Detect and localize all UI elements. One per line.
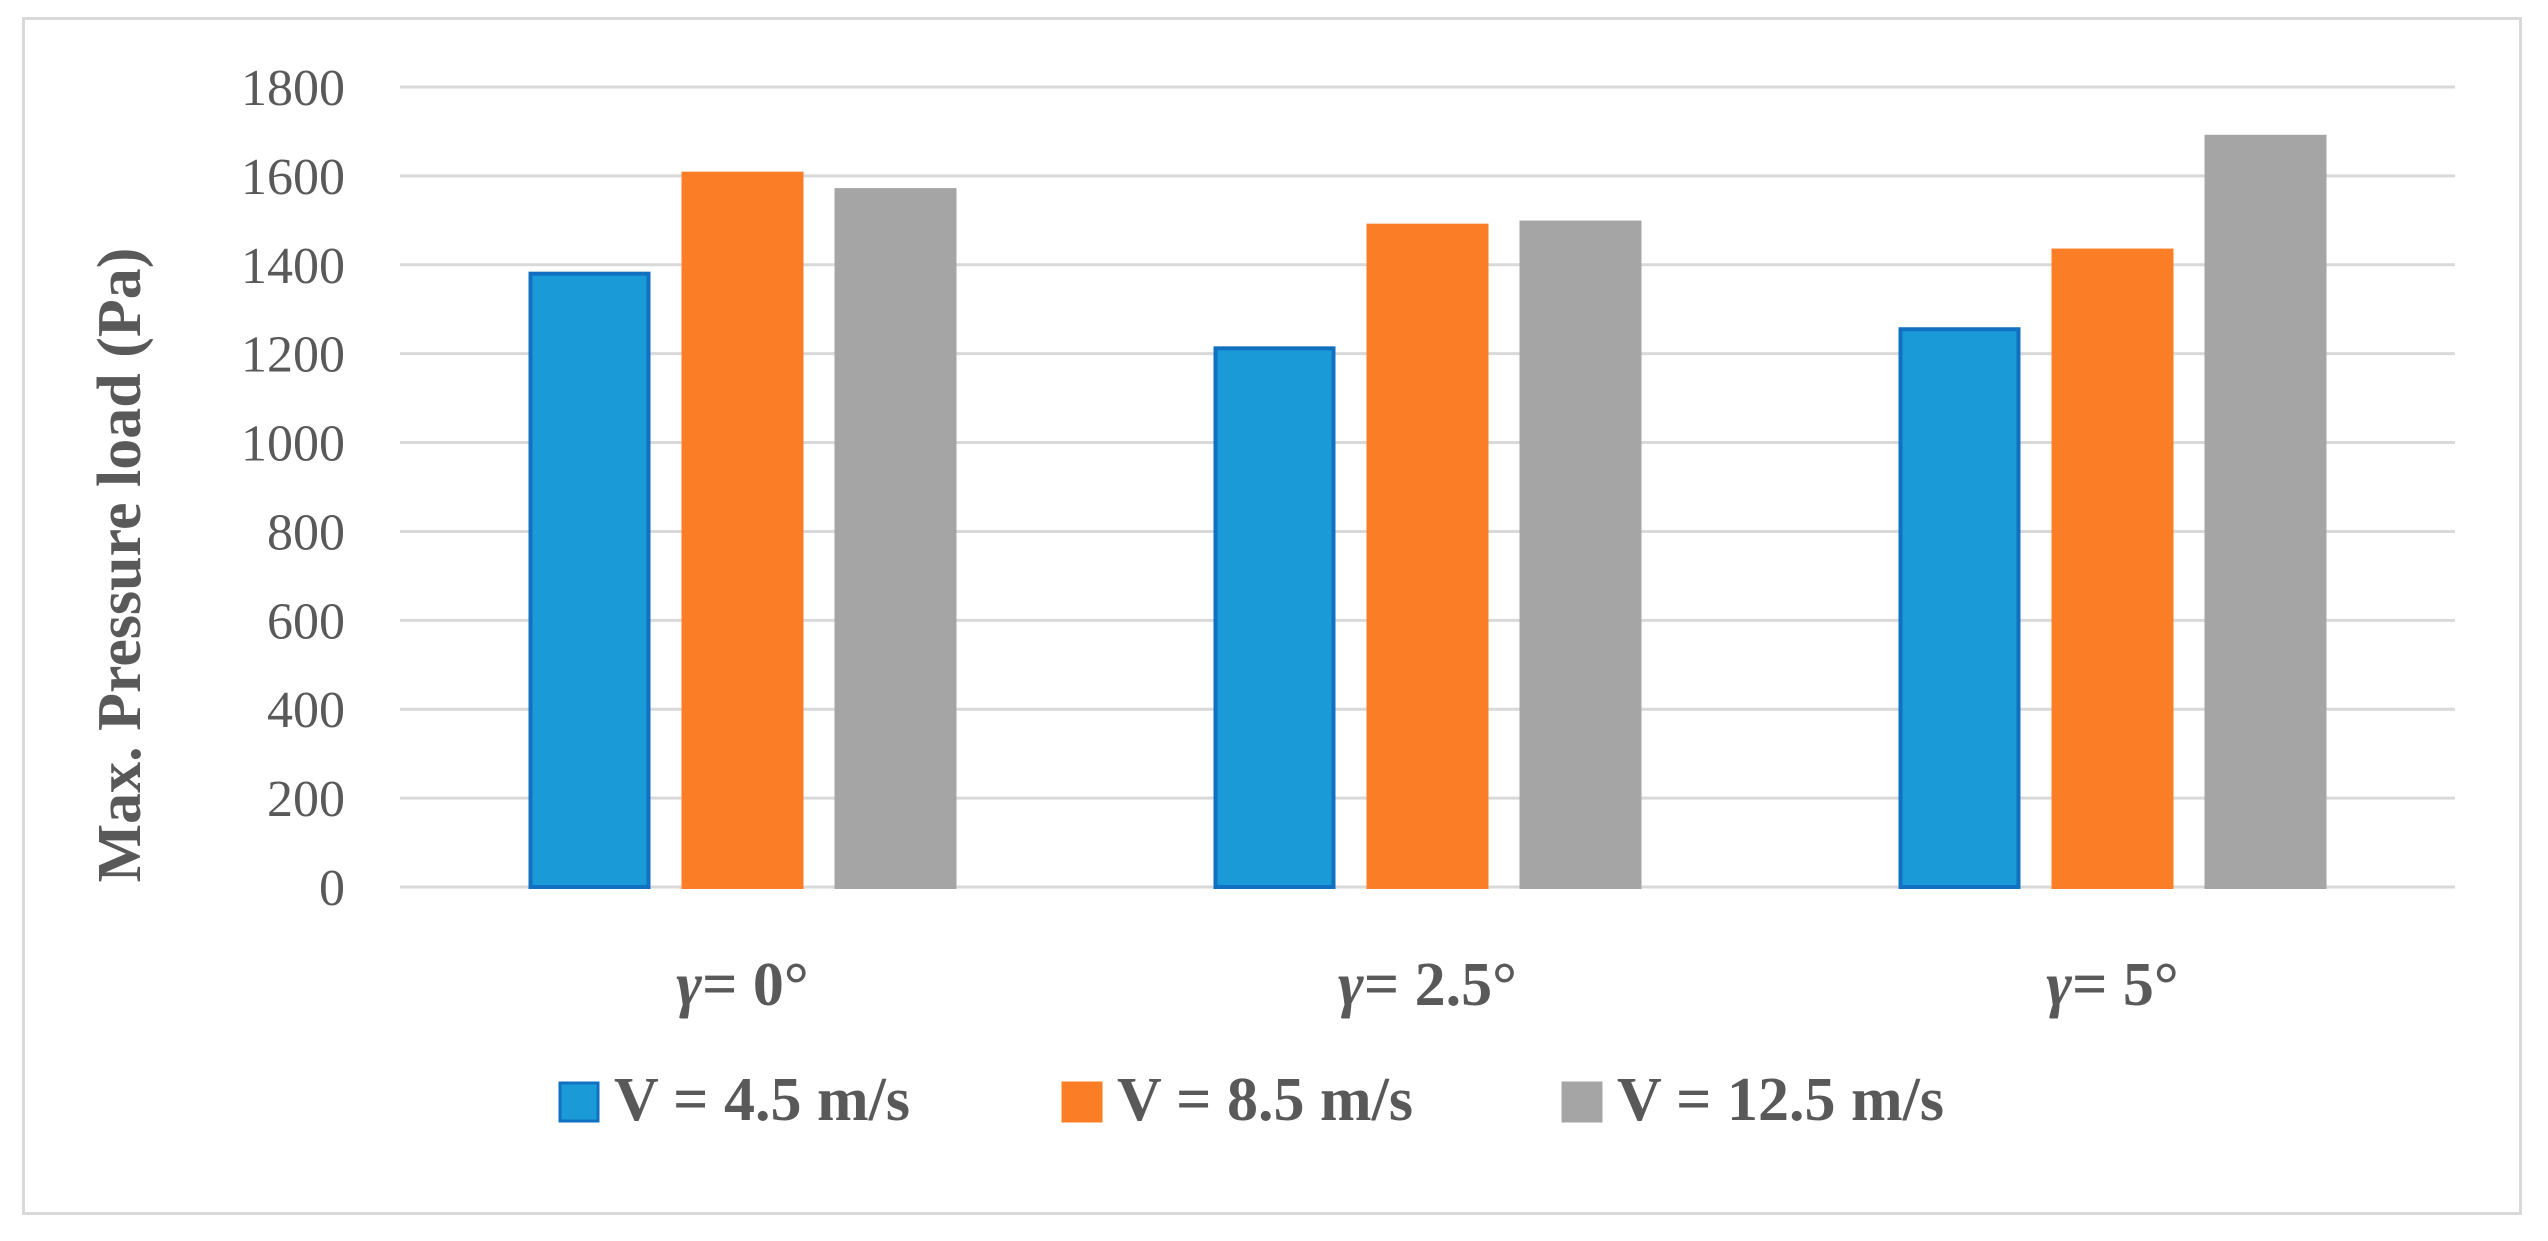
y-tick-label: 800	[267, 504, 345, 561]
bar-v-4-5-m-s-2	[1898, 327, 2021, 889]
x-axis-categories: γ= 0° γ= 2.5° γ= 5°	[676, 951, 2178, 1019]
y-tick-label: 400	[267, 682, 345, 739]
bar-v-8-5-m-s-1	[1366, 223, 1489, 889]
bar-v-4-5-m-s-1	[1213, 346, 1336, 890]
y-axis-ticks: 0 200 400 600 800 1000 1200 1400 1600 1800	[241, 60, 345, 917]
category-symbol: γ	[2046, 951, 2072, 1019]
bar-v-12-5-m-s-1	[1519, 220, 1642, 890]
bar-v-8-5-m-s-2	[2051, 248, 2174, 890]
x-category-label: γ= 2.5°	[1338, 951, 1517, 1019]
legend-swatch	[1561, 1081, 1603, 1123]
category-symbol: γ	[1338, 951, 1364, 1019]
y-tick-label: 1400	[241, 238, 345, 295]
bars	[528, 134, 2327, 890]
y-tick-label: 600	[267, 593, 345, 650]
y-tick-label: 1000	[241, 416, 345, 473]
legend-label: V = 12.5 m/s	[1617, 1066, 1944, 1134]
legend-swatch	[1061, 1081, 1103, 1123]
y-axis-title: Max. Pressure load (Pa)	[86, 248, 154, 883]
category-symbol: γ	[676, 951, 702, 1019]
category-value: = 2.5°	[1364, 951, 1517, 1019]
y-tick-label: 0	[319, 860, 345, 917]
y-tick-label: 1200	[241, 327, 345, 384]
x-category-label: γ= 0°	[676, 951, 808, 1019]
y-tick-label: 200	[267, 771, 345, 828]
category-value: = 5°	[2072, 951, 2179, 1019]
category-value: = 0°	[702, 951, 809, 1019]
legend-swatch	[558, 1081, 600, 1123]
bar-v-12-5-m-s-2	[2204, 134, 2327, 889]
legend-label: V = 4.5 m/s	[614, 1066, 910, 1134]
legend-label: V = 8.5 m/s	[1117, 1066, 1413, 1134]
bar-v-4-5-m-s-0	[528, 271, 651, 889]
x-category-label: γ= 5°	[2046, 951, 2178, 1019]
y-tick-label: 1600	[241, 149, 345, 206]
legend: V = 4.5 m/s V = 8.5 m/s V = 12.5 m/s	[558, 1066, 1944, 1134]
bar-v-12-5-m-s-0	[834, 188, 957, 890]
y-tick-label: 1800	[241, 60, 345, 117]
bar-v-8-5-m-s-0	[681, 171, 804, 889]
